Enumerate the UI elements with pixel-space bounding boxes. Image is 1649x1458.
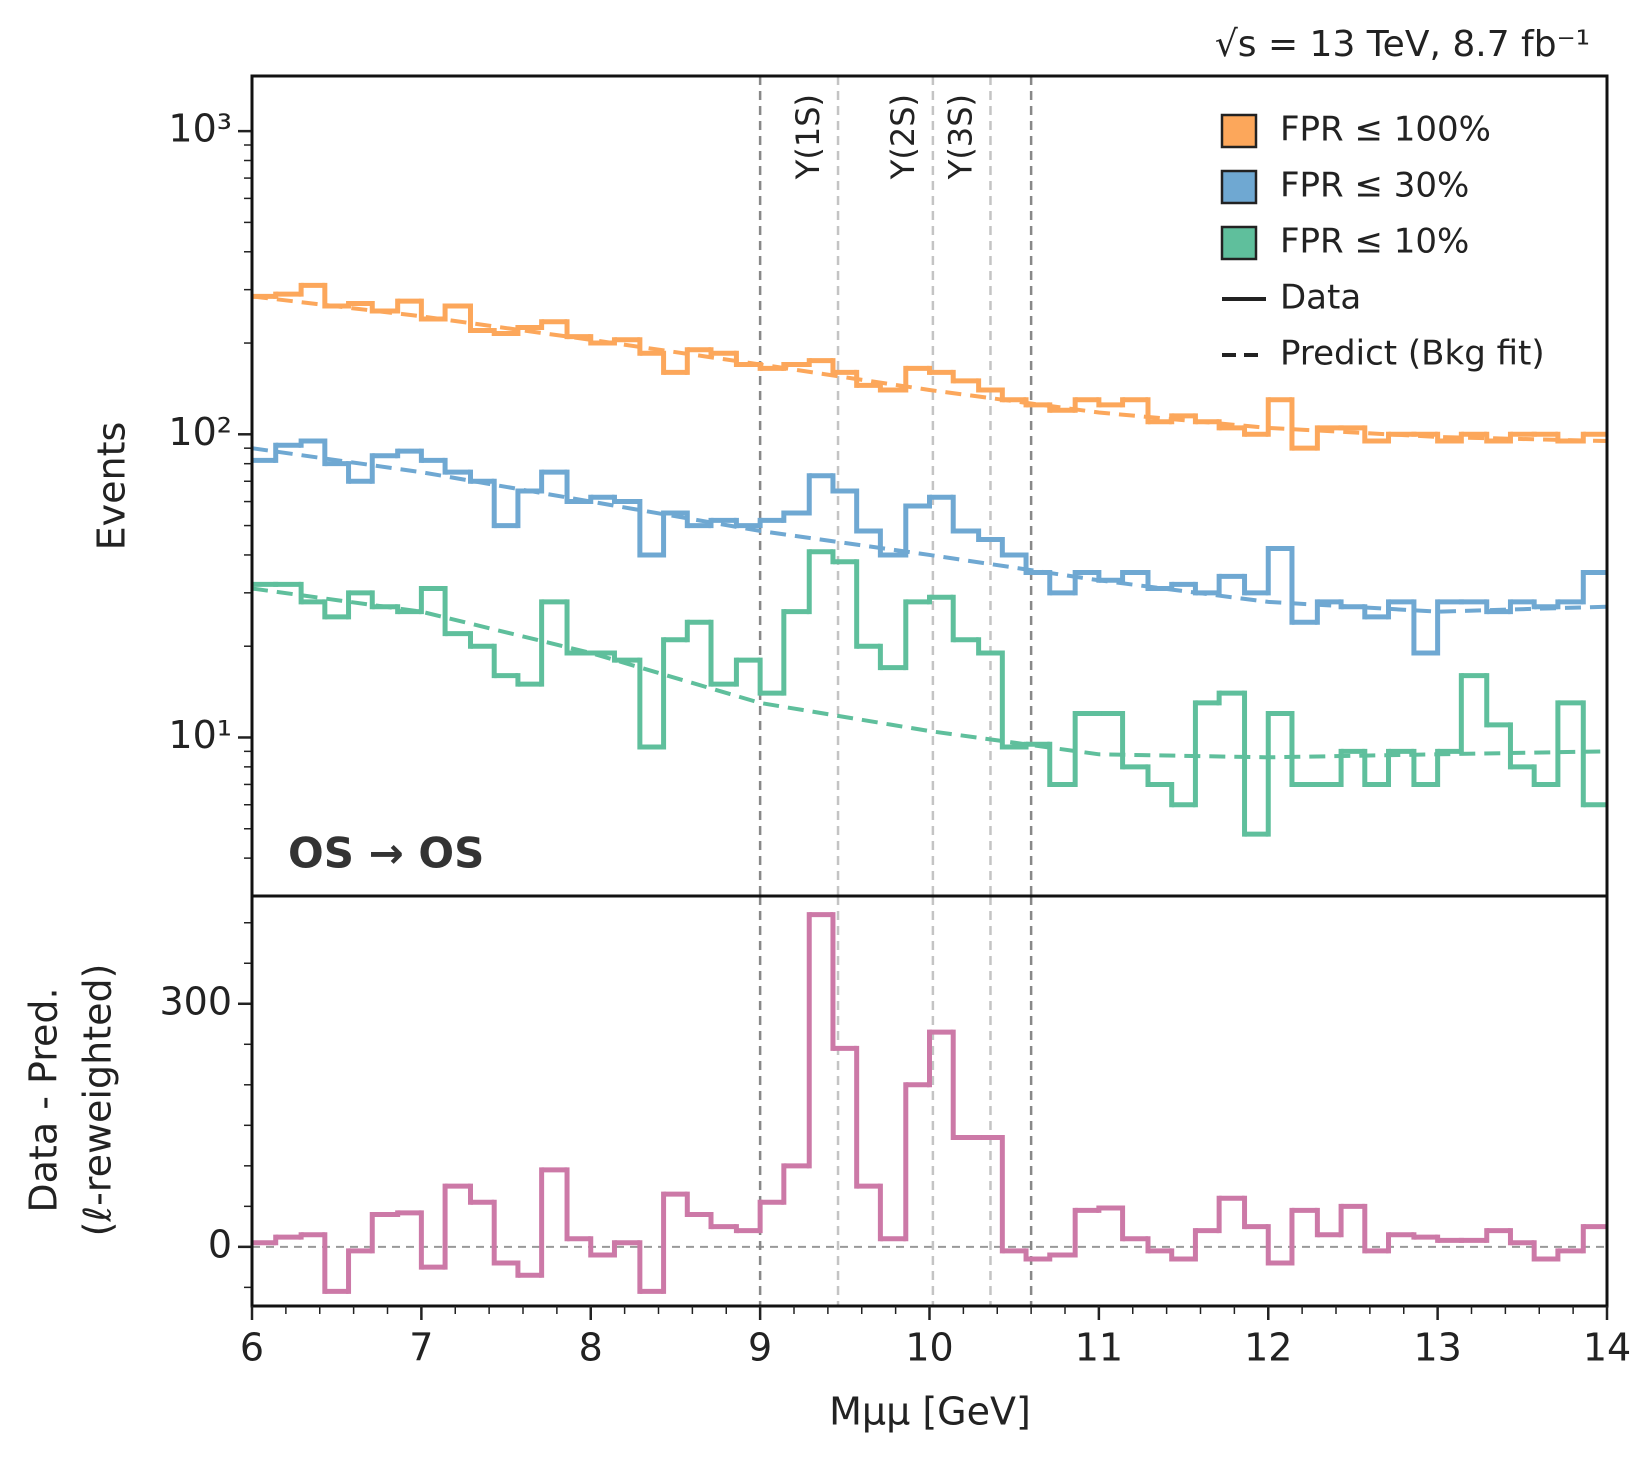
- legend-swatch: [1220, 113, 1258, 149]
- y-axis-label: (ℓ-reweighted): [76, 964, 120, 1237]
- fit-line: [251, 586, 1608, 760]
- y-tick-label: 10³: [168, 107, 232, 151]
- reference-label: Υ(1S): [789, 94, 827, 180]
- legend-label: Predict (Bkg fit): [1280, 334, 1545, 374]
- x-tick-label: 6: [240, 1326, 264, 1370]
- y-axis-label: Events: [90, 422, 134, 551]
- x-tick-label: 12: [1244, 1326, 1292, 1370]
- x-tick-label: 14: [1583, 1326, 1631, 1370]
- x-tick-label: 11: [1075, 1326, 1123, 1370]
- x-tick-label: 7: [409, 1326, 433, 1370]
- legend-label: FPR ≤ 100%: [1280, 110, 1491, 150]
- legend-label: Data: [1280, 278, 1361, 318]
- y-tick-label: 10¹: [168, 713, 232, 757]
- y-tick-label: 10²: [168, 410, 232, 454]
- legend-swatch: [1220, 225, 1258, 261]
- x-tick-label: 13: [1413, 1326, 1461, 1370]
- x-tick-label: 9: [748, 1326, 772, 1370]
- y-tick-label: 0: [208, 1222, 232, 1266]
- legend-label: FPR ≤ 30%: [1280, 166, 1469, 206]
- reference-label: Υ(3S): [941, 94, 979, 180]
- energy-label: √s = 13 TeV, 8.7 fb⁻¹: [1215, 24, 1590, 65]
- legend-swatch: [1220, 169, 1258, 205]
- x-tick-label: 10: [905, 1326, 953, 1370]
- x-tick-label: 8: [579, 1326, 603, 1370]
- histogram-riser: [273, 549, 1586, 837]
- y-tick-label: 300: [159, 979, 232, 1023]
- x-axis-label: Mμμ [GeV]: [829, 1390, 1031, 1434]
- reference-label: Υ(2S): [884, 94, 922, 180]
- plot-frame: [250, 894, 1609, 1308]
- histogram-riser: [273, 438, 1586, 656]
- histogram-riser: [273, 282, 1586, 451]
- annotation: OS → OS: [288, 829, 484, 878]
- y-axis-label: Data - Pred.: [22, 987, 66, 1212]
- legend-label: FPR ≤ 10%: [1280, 222, 1469, 262]
- fit-line: [251, 294, 1608, 444]
- histogram-riser: [273, 912, 1586, 1294]
